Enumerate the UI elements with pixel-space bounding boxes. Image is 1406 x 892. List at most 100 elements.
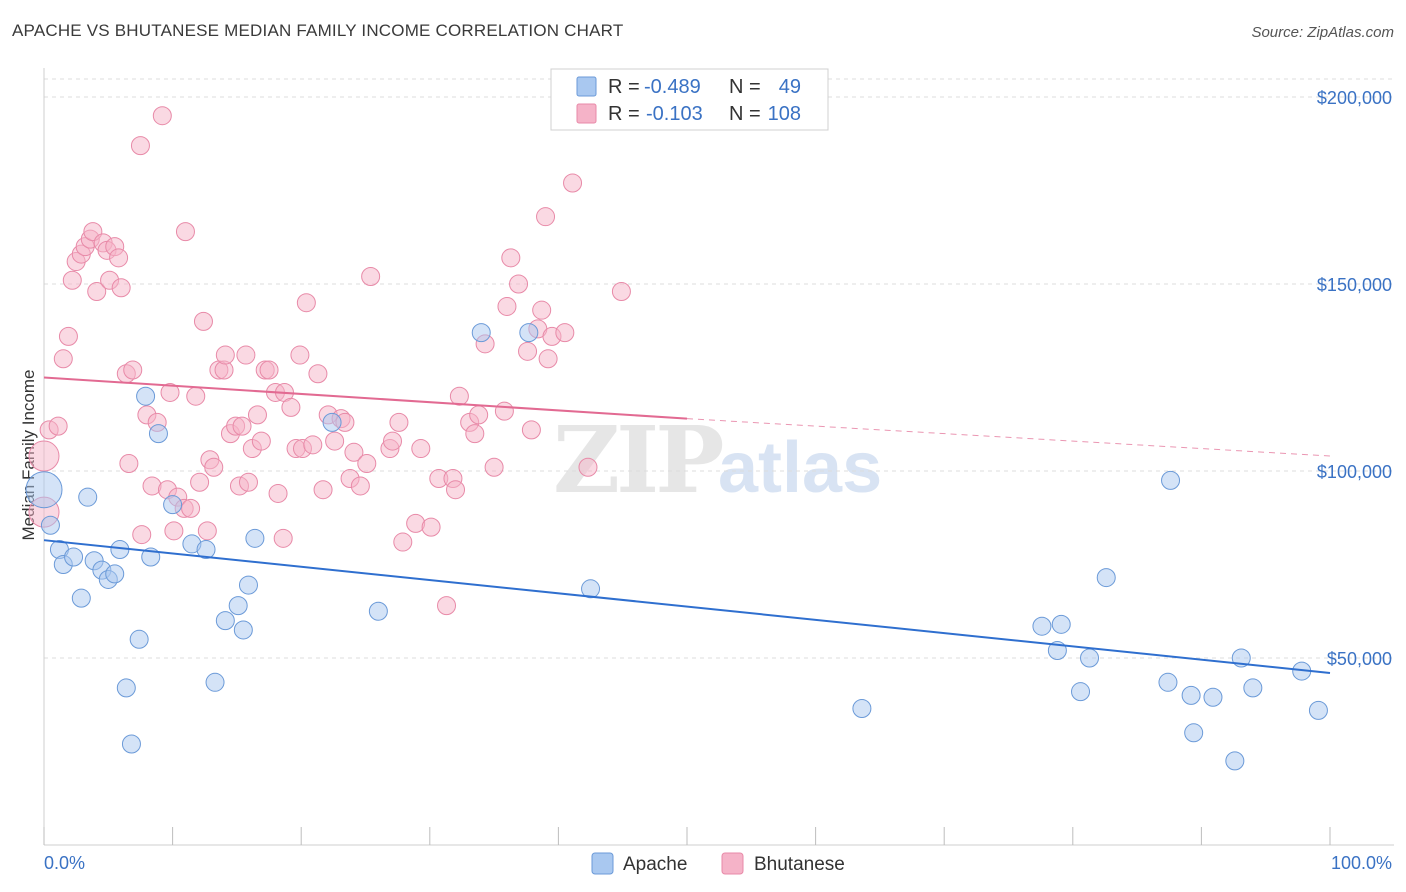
watermark-zip: ZIP [553, 406, 722, 514]
legend-apache-n-value: 49 [779, 76, 801, 98]
bhutanese-point [290, 345, 310, 365]
bhutanese-point [411, 439, 431, 459]
apache-point [105, 564, 125, 584]
apache-point [1203, 687, 1223, 707]
apache-point [1080, 648, 1100, 668]
bhutanese-point [563, 173, 583, 193]
bhutanese-point [446, 480, 466, 500]
bhutanese-point [361, 267, 381, 287]
bhutanese-point [259, 360, 279, 380]
apache-point [1184, 723, 1204, 743]
bhutanese-point [190, 472, 210, 492]
apache-point [71, 588, 91, 608]
bhutanese-point [193, 311, 213, 331]
bhutanese-point [393, 532, 413, 552]
bhutanese-point [62, 270, 82, 290]
apache-point [64, 547, 84, 567]
apache-point [1158, 672, 1178, 692]
bhutanese-point [160, 382, 180, 402]
bhutanese-point [175, 222, 195, 242]
legend-bhutanese-r-value: -0.103 [646, 103, 703, 125]
bhutanese-point [421, 517, 441, 537]
bhutanese-point [521, 420, 541, 440]
y-tick-label: $150,000 [1317, 275, 1392, 295]
y-tick-label: $200,000 [1317, 88, 1392, 108]
apache-point [322, 412, 342, 432]
bhutanese-point [296, 293, 316, 313]
bhutanese-point [130, 136, 150, 156]
bottom-legend-apache: Apache [623, 854, 687, 875]
legend-swatch-apache [576, 76, 597, 97]
bhutanese-point [152, 106, 172, 126]
y-tick-labels: $50,000 $100,000 $150,000 $200,000 [1317, 88, 1392, 669]
y-tick-label: $50,000 [1327, 649, 1392, 669]
apache-point [215, 611, 235, 631]
bhutanese-point [350, 476, 370, 496]
apache-point [1308, 700, 1328, 720]
x-tick-label: 0.0% [44, 853, 85, 873]
bhutanese-point [123, 360, 143, 380]
bhutanese-point [232, 416, 252, 436]
bhutanese-point [132, 525, 152, 545]
legend-swatch-bhutanese [576, 103, 597, 124]
watermark-atlas: atlas [718, 428, 882, 508]
apache-point [1225, 751, 1245, 771]
x-tick-label: 100.0% [1331, 853, 1392, 873]
apache-point [471, 323, 491, 343]
legend-apache-n-label: N = [729, 76, 761, 98]
apache-point [368, 601, 388, 621]
bhutanese-point [344, 442, 364, 462]
bhutanese-point [268, 483, 288, 503]
watermark: ZIP atlas [553, 406, 882, 514]
apache-point [116, 678, 136, 698]
bhutanese-point [111, 278, 131, 298]
bhutanese-point [251, 431, 271, 451]
bhutanese-point [449, 386, 469, 406]
legend-apache-r-value: -0.489 [644, 76, 701, 98]
bhutanese-point [389, 412, 409, 432]
bhutanese-point [465, 424, 485, 444]
bhutanese-point [236, 345, 256, 365]
apache-point [1096, 568, 1116, 588]
apache-point [40, 515, 60, 535]
legend-apache-r-label: R = [608, 76, 640, 98]
bhutanese-trend-line [43, 376, 688, 420]
stats-legend: R = -0.489 N = 49 R = -0.103 N = 108 [550, 68, 829, 131]
bhutanese-point [181, 498, 201, 518]
trend-lines [43, 376, 1331, 674]
bhutanese-point [469, 405, 489, 425]
bhutanese-point [497, 296, 517, 316]
apache-point [519, 323, 539, 343]
bhutanese-point [383, 431, 403, 451]
apache-point [238, 575, 258, 595]
bhutanese-point [536, 207, 556, 227]
apache-point [1051, 614, 1071, 634]
bhutanese-point [87, 281, 107, 301]
bhutanese-point [204, 457, 224, 477]
bhutanese-point [532, 300, 552, 320]
bhutanese-point [247, 405, 267, 425]
bhutanese-point [437, 596, 457, 616]
bhutanese-point [58, 326, 78, 346]
bhutanese-point [611, 281, 631, 301]
bhutanese-point [578, 457, 598, 477]
apache-trend-line [43, 539, 1331, 674]
apache-point [129, 629, 149, 649]
bhutanese-points [28, 106, 631, 616]
apache-point [205, 672, 225, 692]
bhutanese-point [484, 457, 504, 477]
x-tick-labels: 0.0% 100.0% [44, 853, 1392, 873]
bhutanese-point [109, 248, 129, 268]
grid-lines [44, 78, 1394, 659]
bhutanese-point [509, 274, 529, 294]
bhutanese-point [518, 341, 538, 361]
apache-point [233, 620, 253, 640]
apache-point [1181, 685, 1201, 705]
apache-point [136, 386, 156, 406]
bhutanese-point [238, 472, 258, 492]
apache-point [228, 596, 248, 616]
apache-point [1032, 616, 1052, 636]
bhutanese-point [119, 454, 139, 474]
bhutanese-point [501, 248, 521, 268]
